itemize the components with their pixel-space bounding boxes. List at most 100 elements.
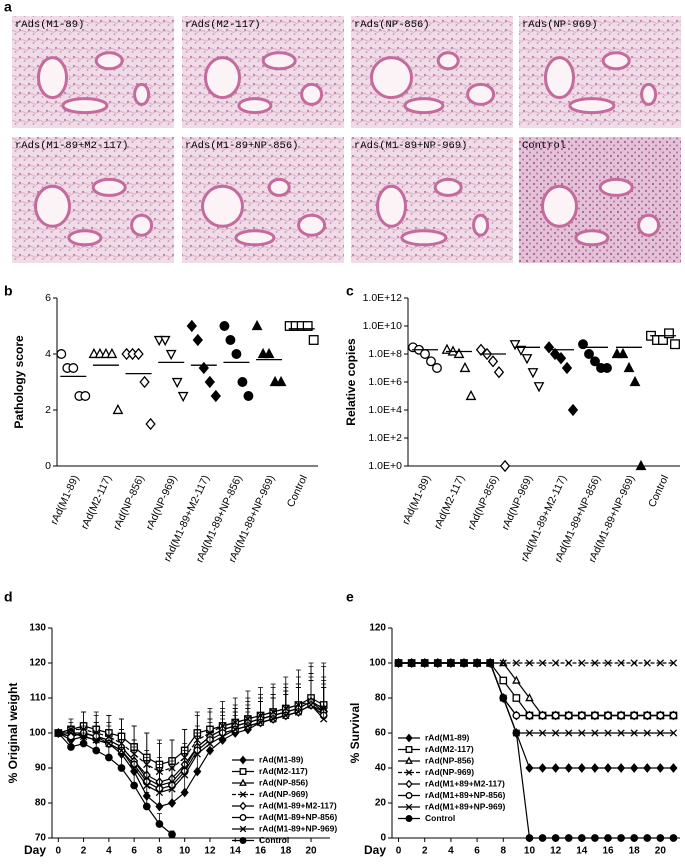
marker <box>231 349 242 359</box>
y-axis-label: Relative copies <box>344 338 358 426</box>
legend-label: rAd(M1-89+NP-856) <box>259 812 337 822</box>
legend-marker <box>405 779 413 789</box>
error-bar <box>131 746 137 768</box>
marker <box>591 834 599 842</box>
x-tick-label: 20 <box>305 846 317 857</box>
marker <box>617 729 625 737</box>
marker <box>551 659 560 667</box>
marker <box>549 347 561 361</box>
y-tick-label: 80 <box>35 798 47 809</box>
x-tick-label: 4 <box>448 846 454 857</box>
marker <box>617 347 629 359</box>
marker <box>643 834 652 842</box>
legend-label: rAd(M1-89) <box>425 732 470 742</box>
marker <box>527 368 539 379</box>
marker <box>159 335 171 347</box>
y-tick-label: 120 <box>369 623 386 634</box>
marker <box>656 711 665 720</box>
marker <box>426 356 436 367</box>
legend-marker <box>239 837 247 844</box>
panel-label: b <box>4 283 13 299</box>
marker <box>538 729 547 737</box>
x-axis-label: Day <box>364 843 386 857</box>
series-line <box>398 662 674 839</box>
vessel <box>37 56 68 100</box>
x-tick-label: 10 <box>524 846 536 857</box>
marker <box>171 377 183 389</box>
marker <box>465 389 477 401</box>
marker <box>294 708 303 716</box>
vessel <box>61 97 109 115</box>
series-line <box>57 732 173 835</box>
x-tick-label: Control <box>285 473 310 509</box>
marker <box>533 382 545 393</box>
y-tick-label: 0 <box>380 833 386 844</box>
panel-label: c <box>346 283 354 299</box>
legend-label: Control <box>259 835 289 845</box>
marker <box>591 729 599 737</box>
legend-marker <box>405 815 413 822</box>
marker <box>475 343 487 356</box>
y-tick-label: 1.0E+0 <box>368 460 402 472</box>
series-line <box>58 704 325 794</box>
marker <box>105 739 113 748</box>
marker <box>604 834 612 842</box>
marker <box>263 347 275 359</box>
marker <box>564 763 573 773</box>
marker <box>420 659 429 667</box>
legend-marker <box>405 792 413 799</box>
marker <box>603 763 613 773</box>
marker <box>555 352 567 365</box>
marker <box>80 391 91 401</box>
marker <box>219 321 230 331</box>
marker <box>302 321 313 331</box>
marker <box>432 363 442 373</box>
marker <box>433 659 442 667</box>
x-tick-label: rAd(NP-856) <box>465 473 501 531</box>
legend-marker <box>239 768 247 775</box>
vessel <box>267 177 291 197</box>
marker <box>133 347 144 361</box>
marker <box>630 711 639 720</box>
marker <box>629 375 641 387</box>
marker <box>204 375 215 389</box>
x-tick-label: 4 <box>106 846 112 857</box>
marker <box>512 711 521 720</box>
marker <box>206 739 214 748</box>
x-tick-label: 8 <box>500 846 506 857</box>
image-label: rAds(M1-89) <box>15 19 84 31</box>
marker <box>181 771 189 779</box>
marker <box>567 403 579 417</box>
x-tick-label: 10 <box>179 846 191 857</box>
y-tick-label: 70 <box>35 833 47 844</box>
y-tick-label: 1.0E+6 <box>368 376 402 388</box>
error-bar <box>321 687 327 719</box>
marker <box>509 340 521 351</box>
y-tick-label: 90 <box>35 763 47 774</box>
legend-label: rAd(M2-117) <box>425 744 474 754</box>
legend-marker <box>405 769 413 776</box>
x-tick-label: 18 <box>629 846 641 857</box>
x-tick-label: 16 <box>602 846 614 857</box>
y-tick-label: 20 <box>375 798 387 809</box>
vessel <box>601 51 631 71</box>
marker <box>112 403 124 415</box>
image-label: Control <box>522 140 566 152</box>
marker <box>538 659 547 667</box>
error-bar <box>68 725 74 733</box>
marker <box>105 753 113 762</box>
error-bar <box>283 690 289 716</box>
marker <box>525 763 534 773</box>
x-tick-label: 20 <box>655 846 667 857</box>
series-line <box>398 662 674 717</box>
y-tick-label: 2 <box>45 404 51 416</box>
vessel <box>541 184 578 228</box>
legend-marker <box>405 803 413 811</box>
marker <box>656 763 665 773</box>
marker <box>186 319 197 333</box>
x-tick-label: 12 <box>550 846 562 857</box>
marker <box>499 694 508 702</box>
marker <box>664 328 674 339</box>
marker <box>225 335 236 345</box>
vessel <box>568 97 616 115</box>
